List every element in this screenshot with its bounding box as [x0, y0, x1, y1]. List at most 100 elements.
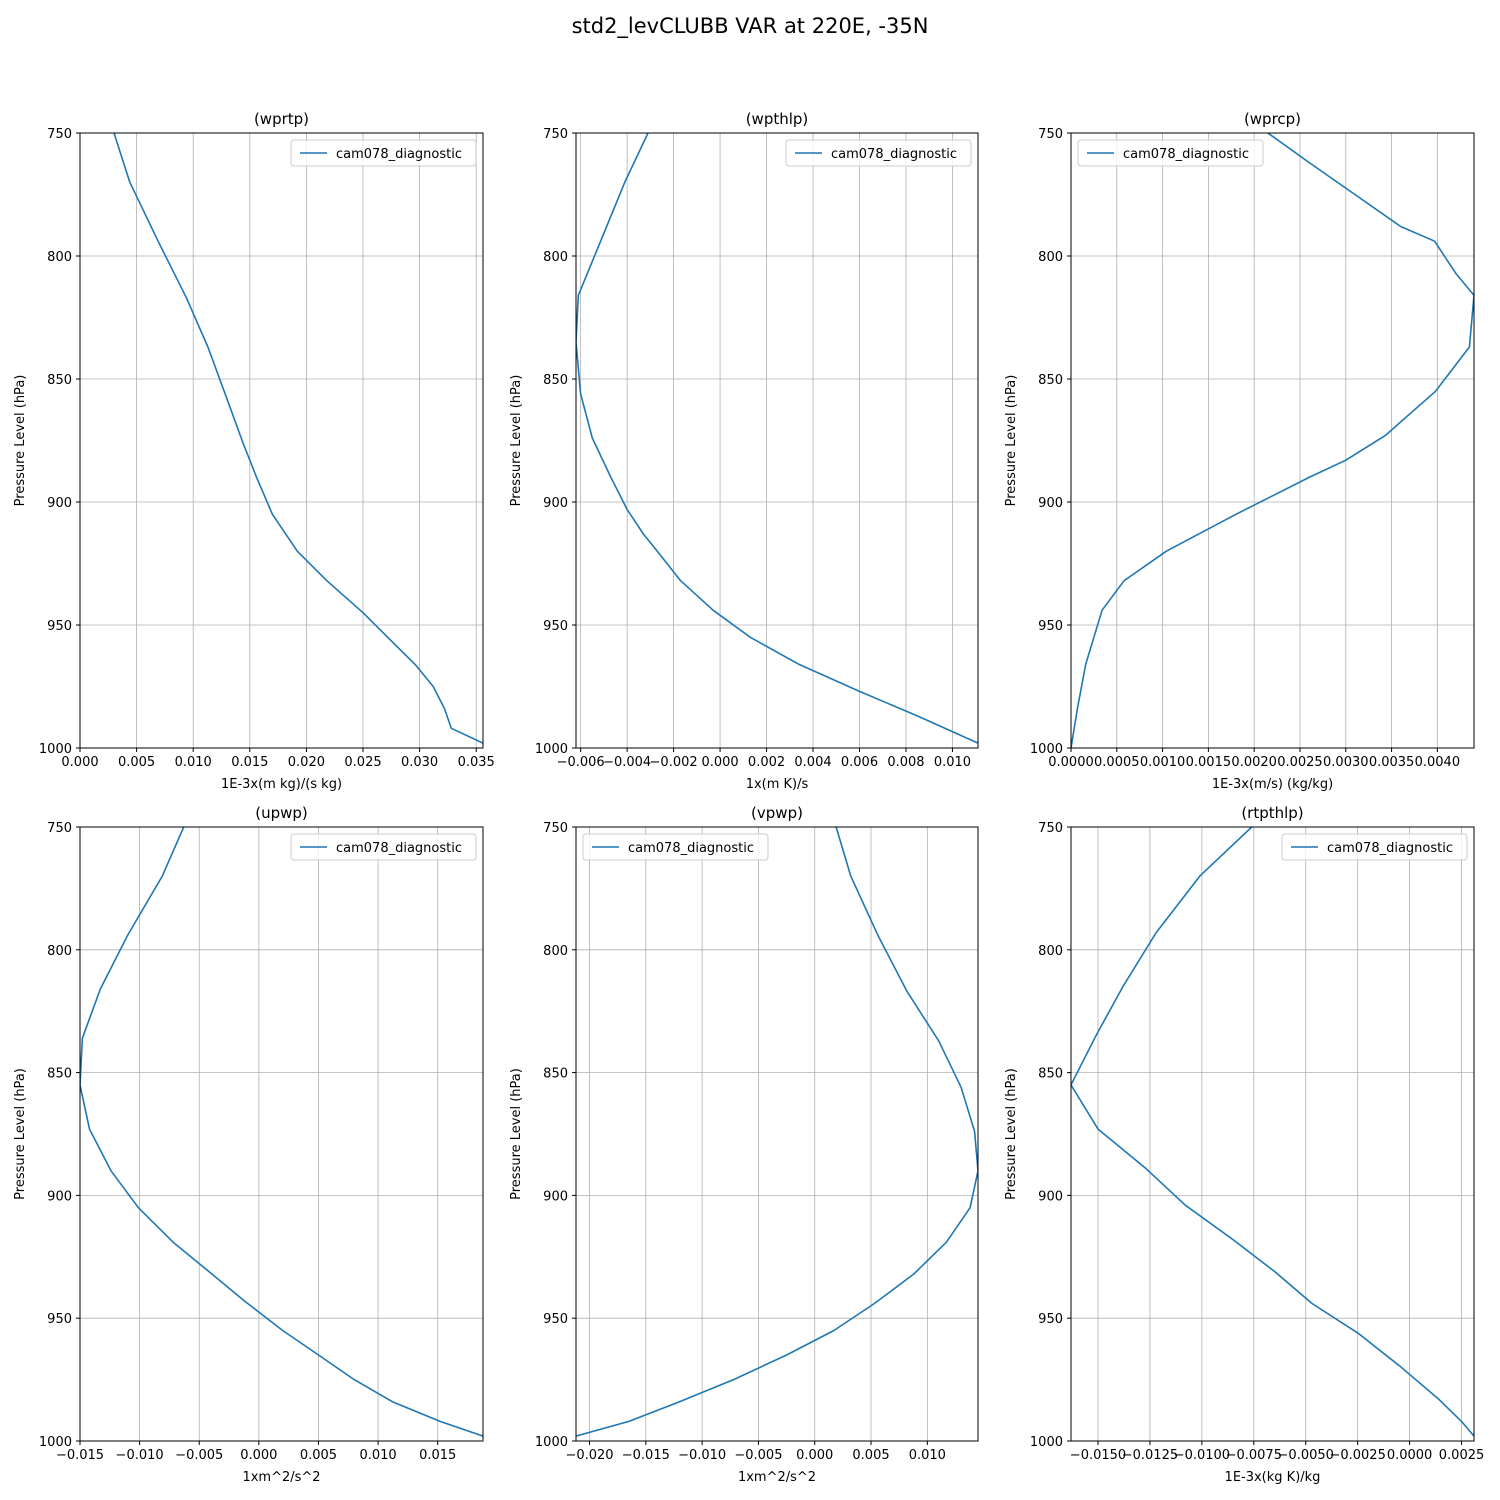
x-tick-label: −0.005 [734, 1448, 782, 1463]
subplot-title: (wprcp) [1244, 110, 1301, 128]
x-tick-label: 0.015 [231, 755, 268, 770]
y-axis-label: Pressure Level (hPa) [13, 375, 28, 507]
x-tick-label: 0.0010 [1140, 755, 1186, 770]
series-line-1 [1071, 827, 1474, 1437]
subplot-title: (wpthlp) [746, 110, 809, 128]
x-tick-label: −0.015 [56, 1448, 104, 1463]
y-tick-label: 750 [543, 127, 568, 142]
y-tick-label: 1000 [1030, 1435, 1063, 1450]
x-tick-label: −0.0100 [1174, 1448, 1230, 1463]
x-tick-label: 0.0015 [1186, 755, 1232, 770]
subplot-4: −0.015 −0.010 −0.005 0.000 0.005 0.010 0.015 75… [13, 804, 484, 1485]
x-tick-label: 0.004 [794, 755, 831, 770]
y-tick-label: 1000 [1030, 742, 1063, 757]
y-axis-label: Pressure Level (hPa) [13, 1068, 28, 1200]
x-tick-label: −0.0050 [1278, 1448, 1334, 1463]
x-tick-label: 0.025 [344, 755, 381, 770]
figure-title: std2_levCLUBB VAR at 220E, -35N [571, 14, 929, 38]
x-tick-label: 0.020 [288, 755, 325, 770]
y-axis-label: Pressure Level (hPa) [1004, 1068, 1019, 1200]
x-tick-label: 0.010 [934, 755, 971, 770]
x-tick-label: 0.0030 [1323, 755, 1369, 770]
legend-box [1077, 139, 1264, 167]
axes-frame [575, 826, 979, 1442]
x-tick-label: 0.010 [175, 755, 212, 770]
x-tick-label: −0.0075 [1226, 1448, 1282, 1463]
subplot-title: (upwp) [255, 804, 308, 822]
x-axis-label: 1x(m K)/s [746, 777, 809, 792]
legend-box [582, 833, 769, 861]
legend-label: cam078_diagnostic [628, 841, 754, 856]
y-tick-label: 850 [47, 373, 72, 388]
x-tick-label: 0.0035 [1369, 755, 1415, 770]
y-tick-label: 1000 [535, 1435, 568, 1450]
legend-label: cam078_diagnostic [336, 841, 462, 856]
series-line-1 [576, 827, 978, 1437]
y-tick-label: 800 [1038, 250, 1063, 265]
x-tick-label: 0.000 [240, 1448, 277, 1463]
y-tick-label: 850 [1038, 373, 1063, 388]
legend: cam078_diagnostic [1281, 833, 1468, 861]
x-tick-label: −0.0125 [1122, 1448, 1178, 1463]
series-line-1 [576, 133, 978, 744]
x-tick-label: 0.010 [359, 1448, 396, 1463]
x-tick-label: 0.002 [748, 755, 785, 770]
subplot-title: (rtpthlp) [1241, 804, 1303, 822]
x-tick-label: 0.015 [419, 1448, 456, 1463]
y-tick-label: 800 [543, 944, 568, 959]
x-tick-label: 0.0000 [1048, 755, 1094, 770]
x-tick-label: 0.000 [61, 755, 98, 770]
legend-label: cam078_diagnostic [831, 147, 957, 162]
axes-frame [1070, 826, 1475, 1442]
axes-frame [79, 826, 484, 1442]
legend: cam078_diagnostic [290, 139, 477, 167]
y-axis-label: Pressure Level (hPa) [1004, 375, 1019, 507]
y-tick-label: 900 [47, 496, 72, 511]
legend-box [290, 139, 477, 167]
x-tick-label: 0.030 [401, 755, 438, 770]
y-tick-label: 1000 [39, 742, 72, 757]
axes-frame [1070, 132, 1475, 749]
x-tick-label: 0.0025 [1277, 755, 1323, 770]
axes-frame [575, 132, 979, 749]
x-tick-label: 0.005 [300, 1448, 337, 1463]
x-tick-label: 0.005 [118, 755, 155, 770]
subplot-title: (wprtp) [254, 110, 309, 128]
x-tick-label: −0.005 [175, 1448, 223, 1463]
x-tick-label: 0.0040 [1415, 755, 1461, 770]
x-tick-label: −0.0150 [1070, 1448, 1126, 1463]
y-tick-label: 850 [1038, 1067, 1063, 1082]
legend-label: cam078_diagnostic [1327, 841, 1453, 856]
legend: cam078_diagnostic [290, 833, 477, 861]
y-tick-label: 950 [47, 1312, 72, 1327]
legend: cam078_diagnostic [785, 139, 972, 167]
x-tick-label: −0.002 [650, 755, 698, 770]
subplot-3: 0.0000 0.0005 0.0010 0.0015 0.0020 0.0025 0.00… [1004, 110, 1475, 792]
y-tick-label: 750 [1038, 127, 1063, 142]
subplot-6: −0.0150−0.0125−0.0100−0.0075−0.0050−0.00… [1004, 804, 1484, 1485]
subplot-title: (vpwp) [751, 804, 803, 822]
x-tick-label: −0.010 [116, 1448, 164, 1463]
y-tick-label: 950 [543, 619, 568, 634]
y-tick-label: 900 [543, 1189, 568, 1204]
y-tick-label: 850 [543, 1067, 568, 1082]
y-axis-label: Pressure Level (hPa) [509, 1068, 524, 1200]
legend-label: cam078_diagnostic [336, 147, 462, 162]
x-tick-label: 0.006 [841, 755, 878, 770]
y-tick-label: 900 [1038, 496, 1063, 511]
x-tick-label: −0.0025 [1329, 1448, 1385, 1463]
x-tick-label: 0.0000 [1387, 1448, 1433, 1463]
x-axis-label: 1E-3x(m/s) (kg/kg) [1212, 777, 1333, 792]
y-tick-label: 950 [543, 1312, 568, 1327]
x-tick-label: −0.015 [622, 1448, 670, 1463]
y-tick-label: 750 [47, 821, 72, 836]
x-tick-label: 0.035 [458, 755, 495, 770]
subplot-2: −0.006−0.004−0.002 0.000 0.002 0.004 0.006 0.… [509, 110, 979, 792]
y-tick-label: 900 [543, 496, 568, 511]
series-line-1 [80, 827, 483, 1437]
y-tick-label: 750 [1038, 821, 1063, 836]
series-line-1 [1071, 133, 1474, 748]
x-tick-label: 0.008 [887, 755, 924, 770]
y-tick-label: 800 [47, 250, 72, 265]
x-tick-label: 0.000 [796, 1448, 833, 1463]
